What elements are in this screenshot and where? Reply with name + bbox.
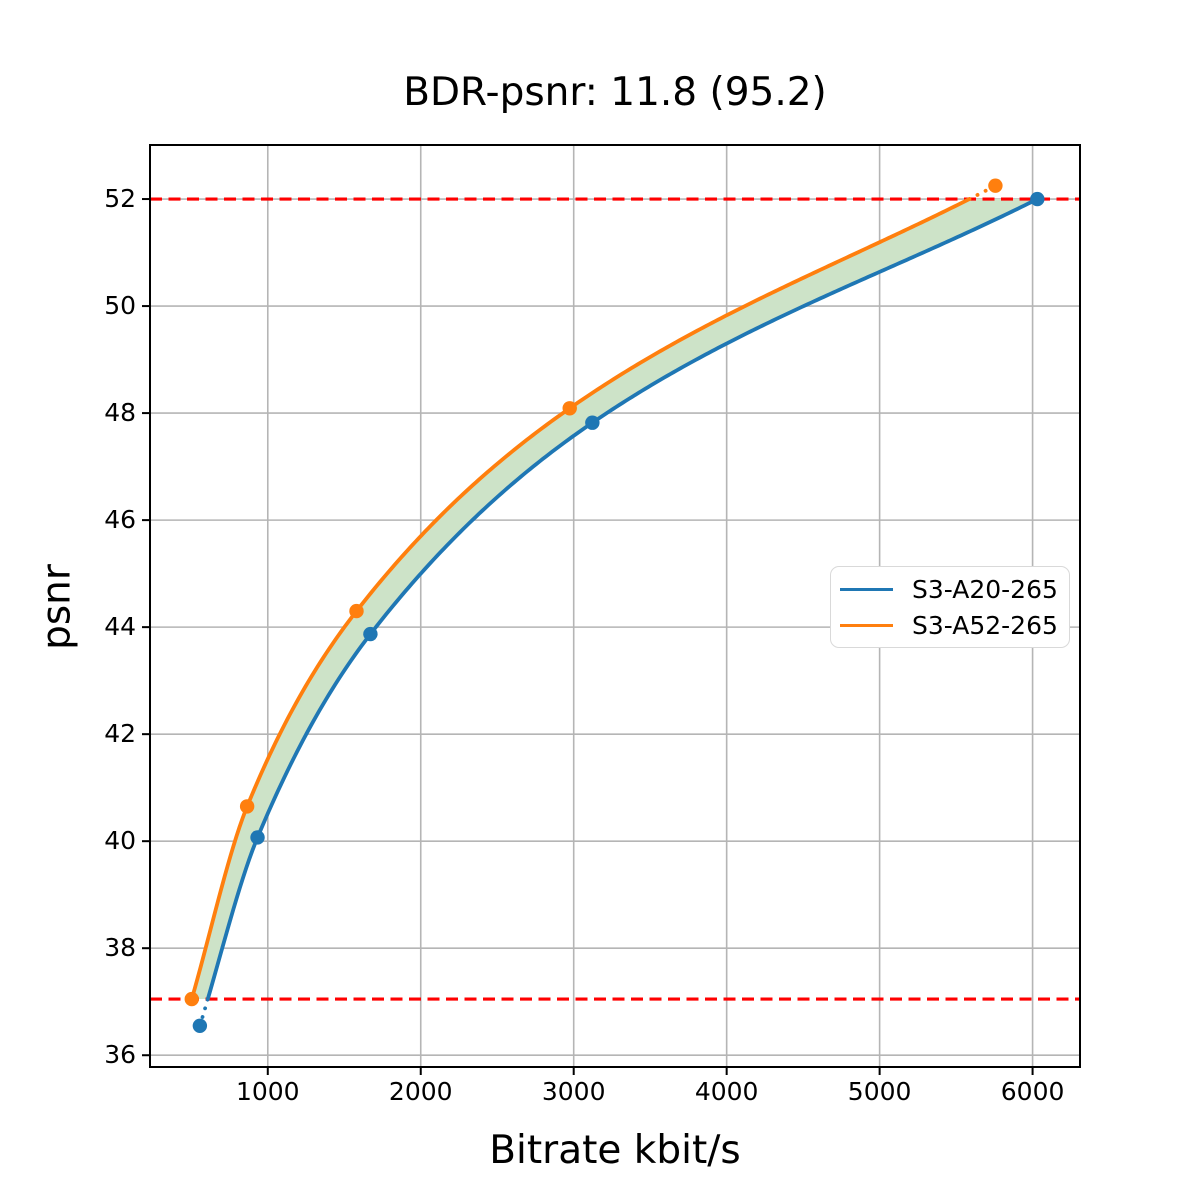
data-point-marker — [562, 401, 577, 416]
data-point-marker — [192, 1018, 208, 1033]
y-tick-label: 36 — [104, 1040, 136, 1070]
tick-marks — [142, 198, 1034, 1075]
y-tick-label: 48 — [104, 398, 136, 428]
x-tick-label: 3000 — [541, 1077, 606, 1106]
x-tick-label: 4000 — [694, 1077, 759, 1106]
y-tick-label: 50 — [104, 291, 136, 321]
y-tick-label: 44 — [104, 612, 136, 642]
y-tick-label: 40 — [104, 826, 136, 856]
data-point-marker — [349, 603, 364, 619]
x-tick-label: 2000 — [388, 1077, 453, 1106]
data-point-marker — [988, 178, 1003, 193]
data-point-marker — [363, 626, 378, 642]
y-tick-label: 52 — [104, 184, 136, 214]
legend-entry-s3-a20-265: S3-A20-265 — [831, 571, 1069, 607]
series-line-s3-a20-265 — [205, 197, 1040, 1001]
x-tick-label: 6000 — [1000, 1077, 1065, 1106]
y-tick-label: 42 — [104, 719, 136, 749]
axes-spines — [149, 144, 1081, 1068]
x-axis-label: Bitrate kbit/s — [489, 1128, 741, 1173]
legend: S3-A20-265 S3-A52-265 — [830, 566, 1070, 648]
series-line-s3-a52-265 — [189, 197, 972, 1001]
legend-line-sample-blue — [840, 587, 893, 591]
y-tick-label: 38 — [104, 933, 136, 963]
legend-label: S3-A52-265 — [912, 610, 1058, 640]
legend-label: S3-A20-265 — [912, 574, 1058, 604]
x-tick-label: 5000 — [847, 1077, 912, 1106]
data-point-marker — [585, 415, 600, 430]
chart-title: BDR-psnr: 11.8 (95.2) — [403, 70, 827, 115]
legend-entry-s3-a52-265: S3-A52-265 — [831, 607, 1069, 643]
data-point-marker — [1030, 191, 1045, 207]
y-tick-label: 46 — [104, 505, 136, 535]
data-point-marker — [250, 830, 265, 845]
legend-line-sample-orange — [840, 623, 893, 627]
x-tick-label: 1000 — [235, 1077, 300, 1106]
data-point-marker — [184, 991, 199, 1007]
data-point-marker — [239, 799, 255, 814]
